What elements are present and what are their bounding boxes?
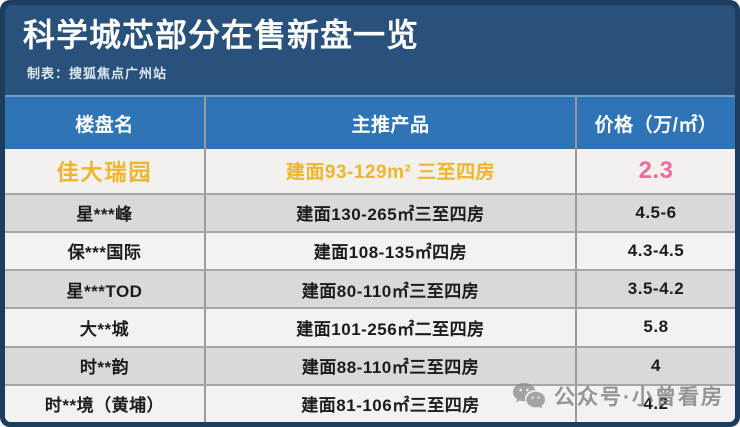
- table-row: 保***国际 建面108-135㎡四房 4.3-4.5: [5, 230, 735, 269]
- column-header-product: 主推产品: [204, 97, 575, 149]
- header-banner: 科学城芯部分在售新盘一览 制表：搜狐焦点广州站: [5, 5, 735, 95]
- property-price: 2.3: [575, 149, 735, 193]
- table-row: 时**韵 建面88-110㎡三至四房 4: [5, 345, 735, 384]
- property-price: 4.2: [575, 385, 735, 422]
- table-row: 时**境（黄埔） 建面81-106㎡三至四房 4.2: [5, 383, 735, 422]
- table-row: 星***峰 建面130-265㎡三至四房 4.5-6: [5, 192, 735, 231]
- property-price: 4: [575, 347, 735, 384]
- property-name: 保***国际: [67, 243, 142, 263]
- page-title: 科学城芯部分在售新盘一览: [23, 17, 420, 53]
- column-header-price: 价格（万/㎡）: [575, 97, 735, 149]
- page-subtitle: 制表：搜狐焦点广州站: [27, 66, 168, 81]
- property-spec: 建面108-135㎡四房: [204, 232, 575, 269]
- property-spec: 建面80-110㎡三至四房: [204, 271, 575, 308]
- property-spec: 建面81-106㎡三至四房: [204, 385, 575, 422]
- property-name: 星***峰: [76, 205, 133, 225]
- table-row: 星***TOD 建面80-110㎡三至四房 3.5-4.2: [5, 269, 735, 308]
- property-price: 3.5-4.2: [575, 271, 735, 308]
- property-price: 4.3-4.5: [575, 232, 735, 269]
- column-header-name: 楼盘名: [75, 114, 134, 136]
- property-name: 时**韵: [79, 358, 130, 378]
- property-spec: 建面88-110㎡三至四房: [204, 347, 575, 384]
- property-spec: 建面101-256㎡二至四房: [204, 309, 575, 346]
- table-row: 大**城 建面101-256㎡二至四房 5.8: [5, 307, 735, 346]
- listings-table: 楼盘名 主推产品 价格（万/㎡） 佳大瑞园 建面93-129m² 三至四房 2.…: [5, 95, 735, 422]
- property-price: 5.8: [575, 309, 735, 346]
- property-price: 4.5-6: [575, 194, 735, 231]
- property-spec: 建面93-129m² 三至四房: [204, 149, 575, 193]
- table-header-row: 楼盘名 主推产品 价格（万/㎡）: [5, 95, 735, 149]
- property-name: 星***TOD: [66, 281, 143, 301]
- table-row: 佳大瑞园 建面93-129m² 三至四房 2.3: [5, 149, 735, 193]
- property-spec: 建面130-265㎡三至四房: [204, 194, 575, 231]
- property-name: 时**境（黄埔）: [44, 396, 165, 416]
- property-name: 大**城: [79, 319, 130, 339]
- property-name: 佳大瑞园: [56, 159, 153, 185]
